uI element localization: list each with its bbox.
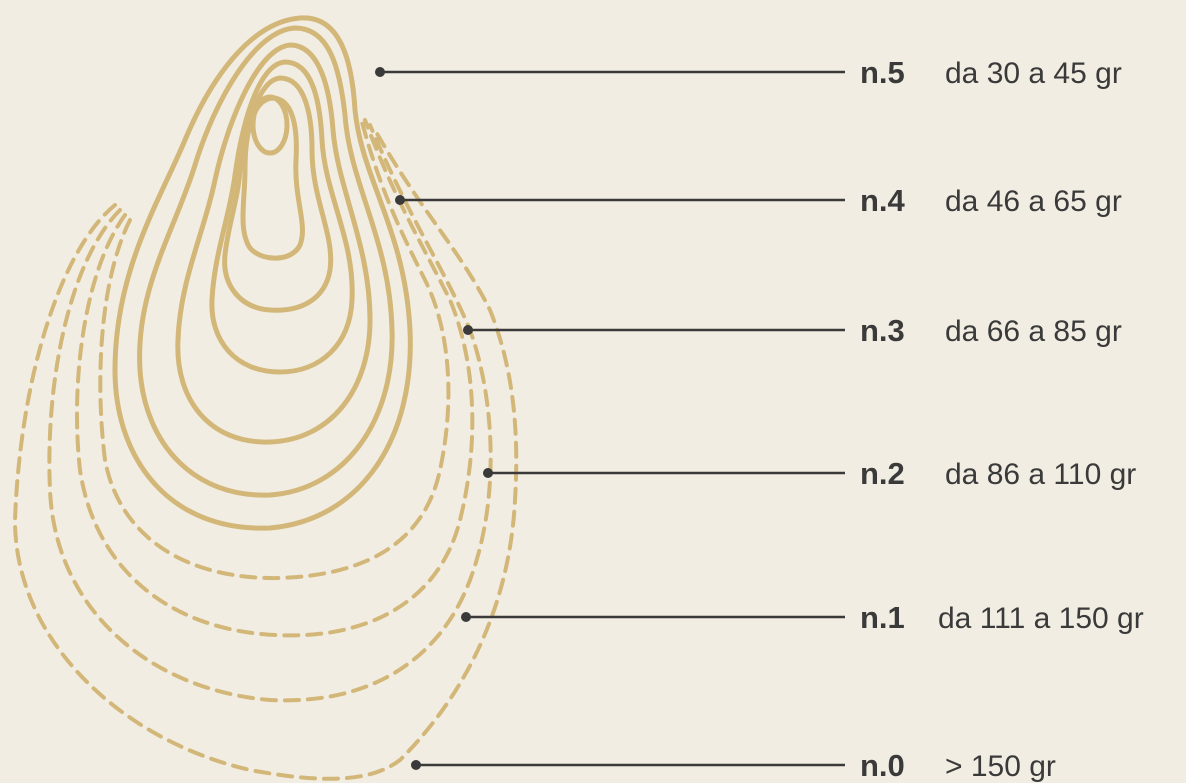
size-range: da 111 a 150 gr xyxy=(938,602,1144,635)
leader-dot xyxy=(463,325,473,335)
leader-dot xyxy=(395,195,405,205)
shell-outline-n4 xyxy=(209,59,355,375)
leader-dot xyxy=(375,67,385,77)
size-range: da 86 a 110 gr xyxy=(945,458,1136,491)
shell-outline-n4b xyxy=(222,75,334,313)
shell-outline-n2b xyxy=(98,113,451,581)
size-range: da 46 a 65 gr xyxy=(945,185,1122,218)
size-code: n.1 xyxy=(860,600,905,635)
size-code: n.2 xyxy=(860,456,905,491)
size-legend: n.5 da 30 a 45 gr n.4 da 46 a 65 gr n.3 da 66… xyxy=(375,55,1144,783)
shell-outline-n2 xyxy=(112,15,413,531)
shell-outline-n5 xyxy=(240,95,305,261)
size-code: n.0 xyxy=(860,748,905,783)
leader-dot xyxy=(461,612,471,622)
oyster-illustration xyxy=(13,15,519,781)
shell-outline-n1b xyxy=(75,118,475,638)
shell-outline-n3b xyxy=(175,42,373,445)
size-range: > 150 gr xyxy=(945,750,1056,783)
size-range: da 30 a 45 gr xyxy=(945,57,1122,90)
leader-dot xyxy=(411,760,421,770)
shell-outline-n3 xyxy=(137,25,395,498)
shell-outline-n0 xyxy=(13,128,519,781)
shell-outline-n1 xyxy=(47,123,493,703)
leader-dot xyxy=(483,468,493,478)
shell-core xyxy=(250,94,290,156)
size-code: n.3 xyxy=(860,313,905,348)
size-code: n.5 xyxy=(860,55,905,90)
size-code: n.4 xyxy=(860,183,906,218)
size-range: da 66 a 85 gr xyxy=(945,315,1122,348)
